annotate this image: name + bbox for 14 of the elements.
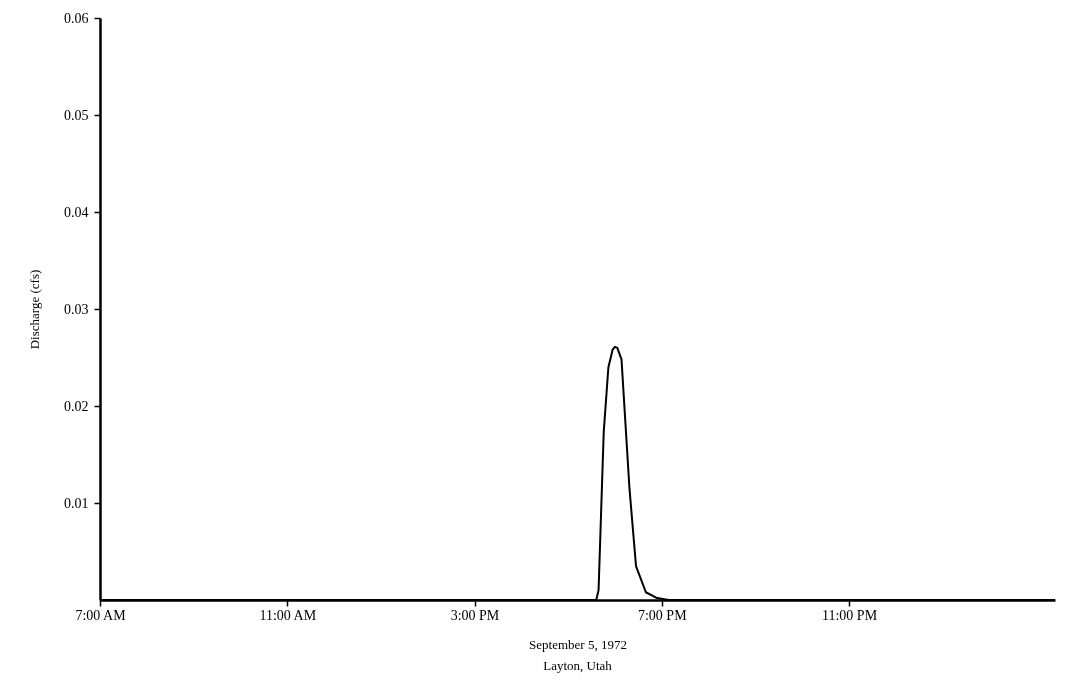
x-tick-label: 7:00 PM: [637, 607, 688, 623]
y-tick-label: 0.03: [64, 301, 89, 317]
x-axis-title: September 5, 1972: [529, 636, 627, 652]
y-tick-label: 0.02: [64, 398, 89, 414]
y-tick-label: 0.04: [64, 204, 89, 220]
y-tick-label: 0.05: [64, 107, 89, 123]
y-tick-label: 0.06: [64, 10, 89, 26]
y-axis-title: Discharge (cfs): [27, 269, 42, 350]
x-tick-label: 11:00 PM: [821, 607, 878, 623]
text: Layton, Utah: [543, 658, 613, 673]
x-tick-label: 11:00 AM: [259, 607, 317, 623]
x-tick-label: 7:00 AM: [75, 607, 127, 623]
y-tick-label: 0.01: [64, 495, 89, 511]
x-tick-label: 3:00 PM: [450, 607, 500, 623]
